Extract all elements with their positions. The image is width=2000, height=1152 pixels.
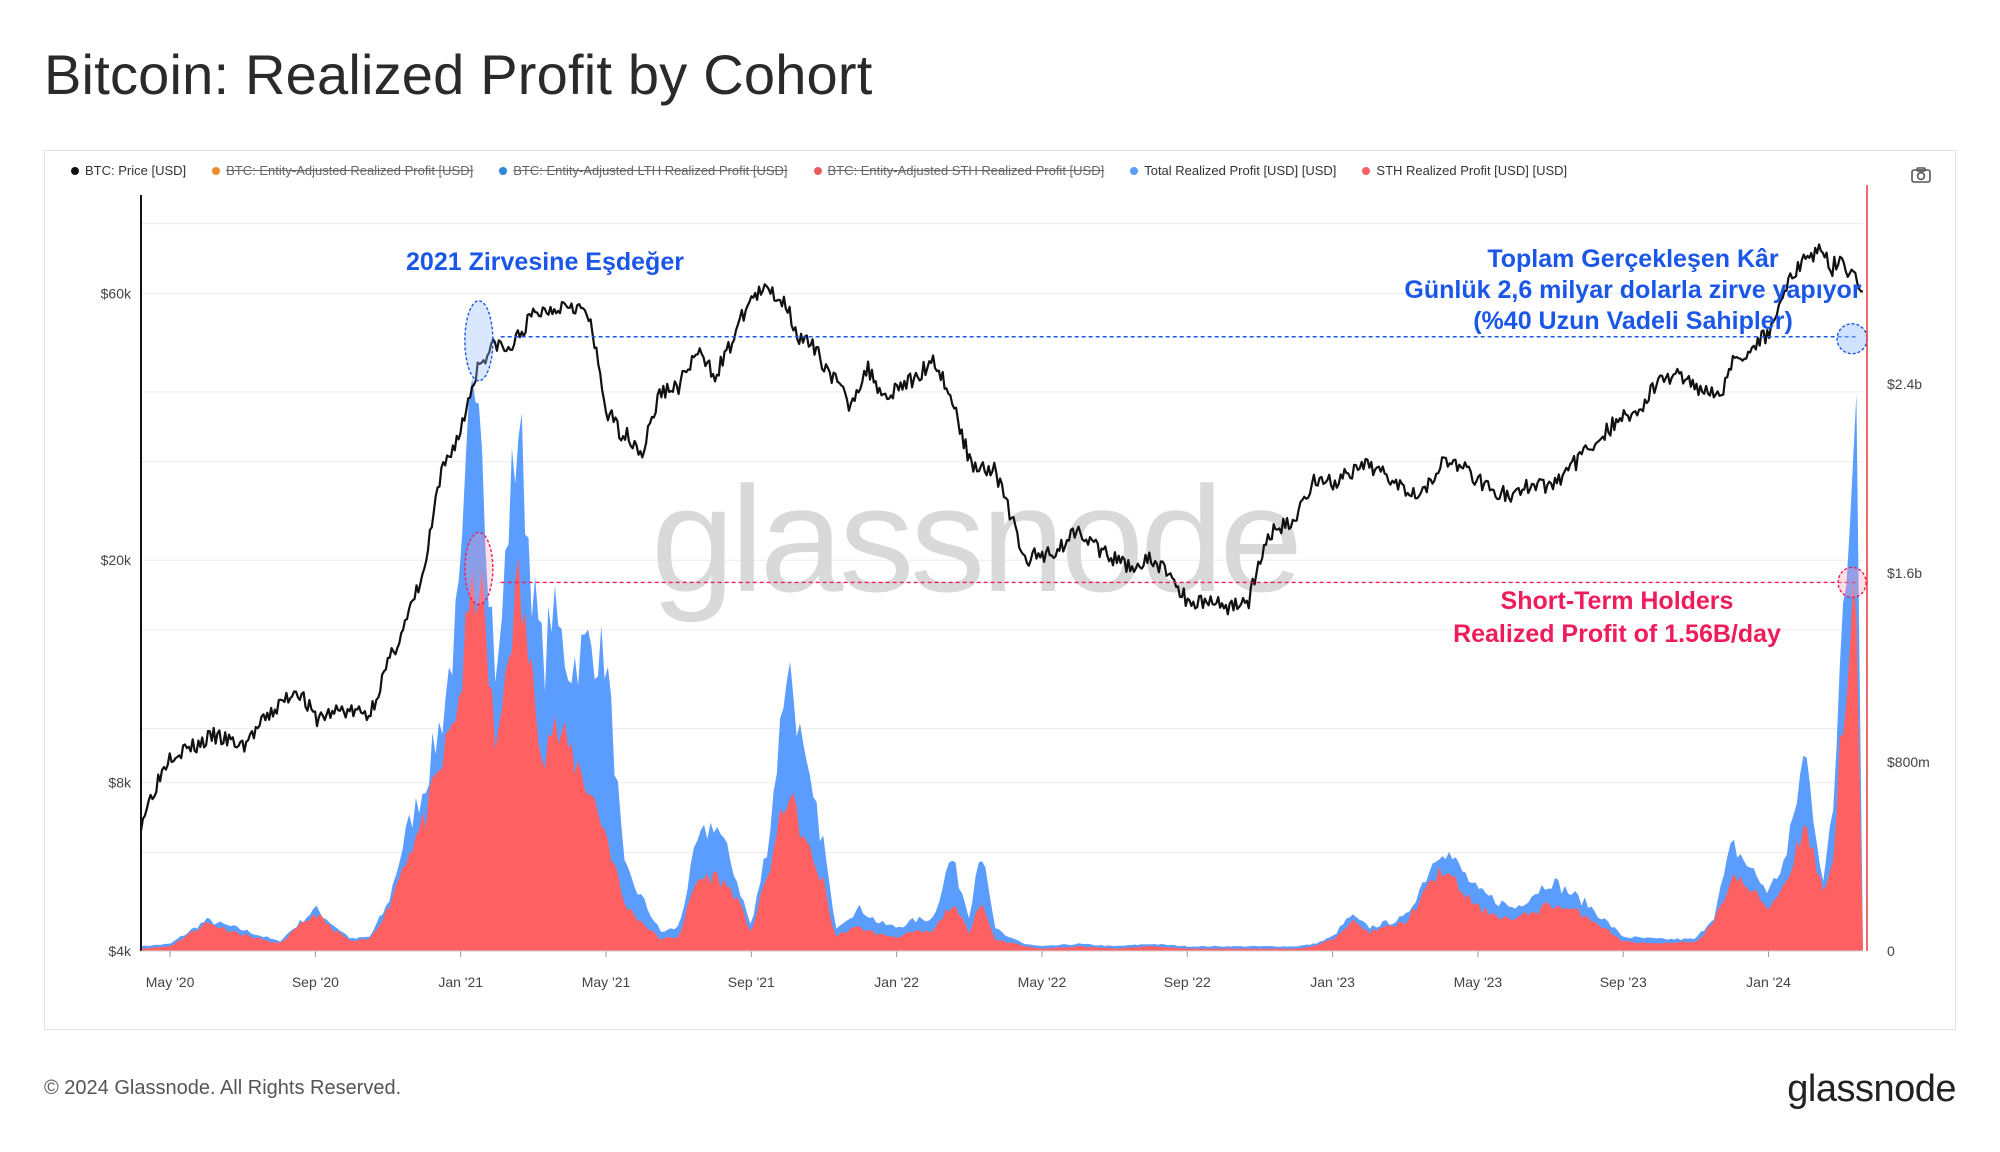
annotation-sth-profit: Realized Profit of 1.56B/day xyxy=(1453,620,1781,648)
legend-item[interactable]: BTC: Entity-Adjusted STH Realized Profit… xyxy=(813,163,1105,178)
left-axis-tick-label: $60k xyxy=(101,285,132,301)
legend-label: BTC: Price [USD] xyxy=(85,163,187,178)
sth-2021-highlight xyxy=(464,531,494,606)
peak-2021-highlight xyxy=(464,300,494,382)
x-axis-tick-label: Sep '20 xyxy=(292,974,339,990)
legend-item[interactable]: BTC: Price [USD] xyxy=(71,163,186,178)
right-axis-tick-label: $800m xyxy=(1887,754,1930,770)
x-axis-tick-label: Sep '21 xyxy=(728,974,775,990)
legend-swatch xyxy=(212,166,221,175)
left-axis-tick-label: $20k xyxy=(101,552,132,568)
x-axis-tick-label: Sep '23 xyxy=(1600,974,1647,990)
legend-swatch xyxy=(1362,166,1371,175)
peak-2024-highlight xyxy=(1836,323,1868,355)
page-title: Bitcoin: Realized Profit by Cohort xyxy=(44,43,873,106)
legend-label: Total Realized Profit [USD] [USD] xyxy=(1144,163,1337,178)
legend-label: STH Realized Profit [USD] [USD] xyxy=(1376,163,1568,178)
x-axis-tick-label: Jan '23 xyxy=(1310,974,1355,990)
x-axis-tick-label: May '21 xyxy=(582,974,631,990)
btc-price-line xyxy=(139,243,1864,831)
x-axis-tick-label: May '20 xyxy=(146,974,195,990)
legend-swatch xyxy=(1130,166,1139,175)
annotation-total-profit: Toplam Gerçekleşen Kâr xyxy=(1487,245,1779,273)
legend-item[interactable]: STH Realized Profit [USD] [USD] xyxy=(1362,163,1567,178)
sth-realized-profit-area xyxy=(141,556,1863,951)
legend-label: BTC: Entity-Adjusted LTH Realized Profit… xyxy=(513,163,788,178)
watermark-text: glassnode xyxy=(651,455,1299,623)
legend-item[interactable]: BTC: Entity-Adjusted LTH Realized Profit… xyxy=(499,163,788,178)
left-axis-tick-label: $4k xyxy=(108,943,132,959)
chart-legend: BTC: Price [USD] BTC: Entity-Adjusted Rea… xyxy=(71,163,1567,178)
legend-swatch xyxy=(71,166,79,175)
legend-label: BTC: Entity-Adjusted STH Realized Profit… xyxy=(827,163,1105,178)
x-axis-tick-label: Jan '21 xyxy=(438,974,483,990)
right-axis-tick-label: $2.4b xyxy=(1887,376,1922,392)
chart-panel: BTC: Price [USD] BTC: Entity-Adjusted Rea… xyxy=(44,150,1956,1030)
right-axis-tick-label: $1.6b xyxy=(1887,565,1922,581)
glassnode-logo: glassnode xyxy=(1787,1068,1956,1110)
x-axis-tick-label: May '23 xyxy=(1454,974,1503,990)
chart-svg: glassnode $4k $8k $20k $60k 0 $800m $1.6b $2.4b M… xyxy=(101,185,1930,990)
legend-item[interactable]: Total Realized Profit [USD] [USD] xyxy=(1130,163,1336,178)
annotation-total-profit: (%40 Uzun Vadeli Sahipler) xyxy=(1473,307,1793,335)
legend-label: BTC: Entity-Adjusted Realized Profit [US… xyxy=(226,163,474,178)
x-axis-tick-label: Jan '22 xyxy=(874,974,919,990)
right-axis-tick-label: 0 xyxy=(1887,943,1895,959)
legend-item[interactable]: BTC: Entity-Adjusted Realized Profit [US… xyxy=(212,163,473,178)
annotation-total-profit: Günlük 2,6 milyar dolarla zirve yapıyor xyxy=(1404,276,1861,304)
legend-swatch xyxy=(499,166,508,175)
annotation-sth-profit: Short-Term Holders xyxy=(1501,587,1734,615)
legend-swatch xyxy=(813,166,822,175)
annotation-2021-peak: 2021 Zirvesine Eşdeğer xyxy=(406,248,684,276)
x-axis-tick-label: Jan '24 xyxy=(1746,974,1791,990)
camera-icon[interactable] xyxy=(1911,167,1931,183)
x-axis-tick-label: May '22 xyxy=(1018,974,1067,990)
x-axis-tick-label: Sep '22 xyxy=(1164,974,1211,990)
footer-copyright: © 2024 Glassnode. All Rights Reserved. xyxy=(44,1077,402,1099)
left-axis-tick-label: $8k xyxy=(108,775,132,791)
sth-2024-highlight xyxy=(1837,566,1867,599)
